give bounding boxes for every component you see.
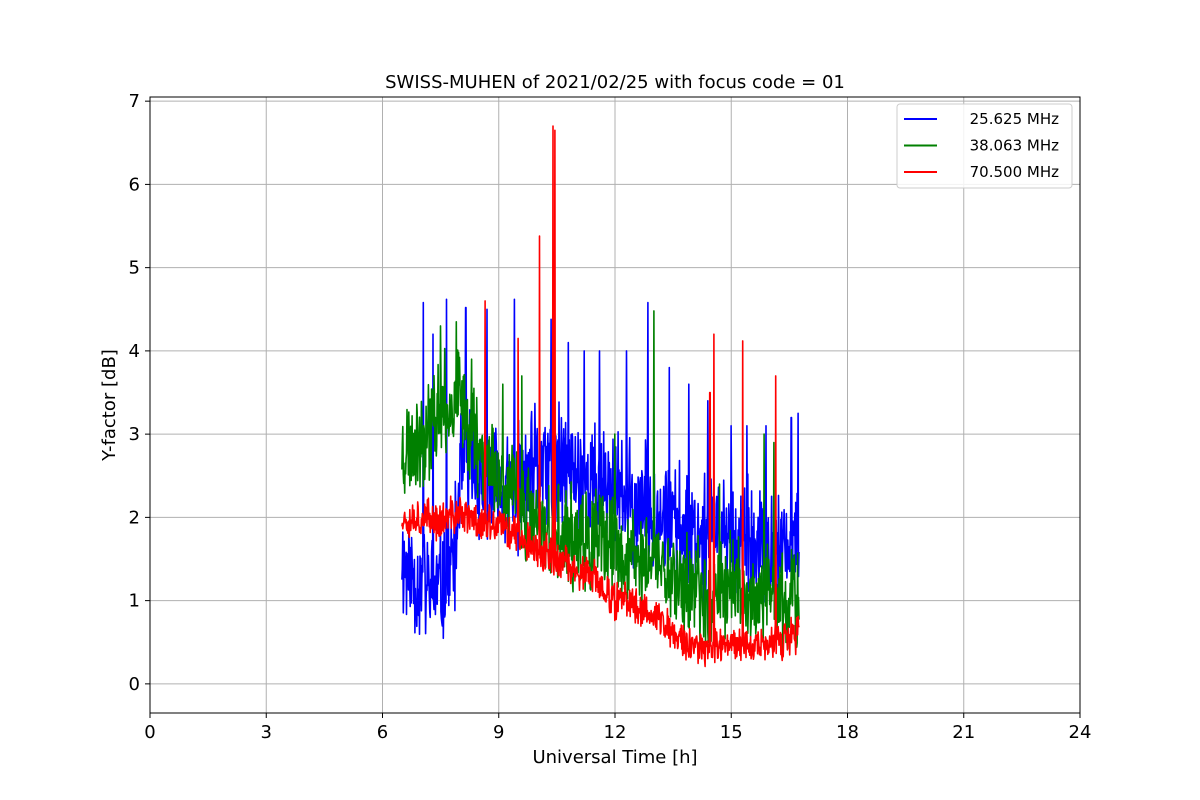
series-line bbox=[401, 125, 800, 668]
y-tick-label: 0 bbox=[129, 674, 140, 695]
x-tick-label: 0 bbox=[144, 722, 155, 743]
y-axis-label: Y-factor [dB] bbox=[99, 349, 120, 462]
x-tick-label: 6 bbox=[377, 722, 388, 743]
series-layer bbox=[401, 125, 800, 668]
x-tick-label: 15 bbox=[720, 722, 743, 743]
y-tick-label: 2 bbox=[129, 507, 140, 528]
x-tick-label: 21 bbox=[952, 722, 975, 743]
y-tick-label: 7 bbox=[129, 91, 140, 112]
x-axis-label: Universal Time [h] bbox=[532, 747, 697, 768]
x-tick-label: 18 bbox=[836, 722, 859, 743]
y-tick-label: 4 bbox=[129, 341, 140, 362]
x-tick-label: 3 bbox=[261, 722, 272, 743]
x-tick-label: 12 bbox=[604, 722, 627, 743]
x-tick-label: 9 bbox=[493, 722, 504, 743]
y-tick-label: 1 bbox=[129, 591, 140, 612]
legend: 25.625 MHz 38.063 MHz 70.500 MHz bbox=[896, 103, 1073, 189]
legend-entry: 38.063 MHz bbox=[970, 137, 1059, 155]
y-tick-label: 3 bbox=[129, 424, 140, 445]
series-line bbox=[401, 310, 800, 651]
y-tick-label: 5 bbox=[129, 258, 140, 279]
x-tick-label: 24 bbox=[1069, 722, 1092, 743]
legend-box bbox=[896, 103, 1073, 189]
chart-title: SWISS-MUHEN of 2021/02/25 with focus cod… bbox=[385, 72, 845, 93]
legend-entry: 70.500 MHz bbox=[970, 163, 1059, 181]
legend-entry: 25.625 MHz bbox=[970, 110, 1059, 128]
y-tick-label: 6 bbox=[129, 174, 140, 195]
